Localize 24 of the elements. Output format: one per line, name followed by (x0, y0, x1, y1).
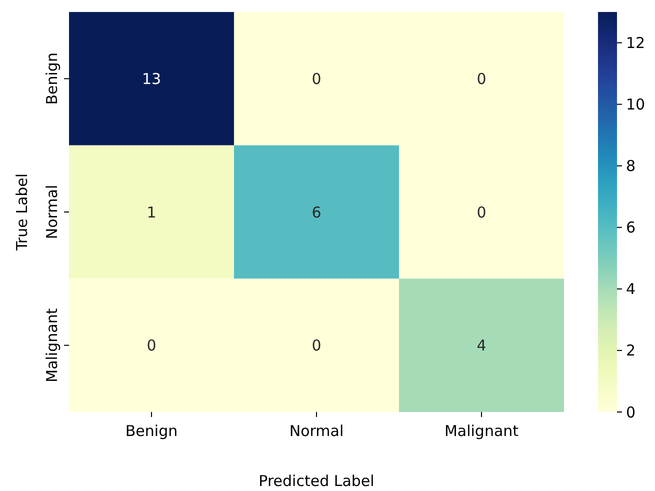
y-tick-label: Normal (43, 184, 61, 240)
color-bar-label: 10 (626, 96, 646, 114)
x-tick-label: Malignant (444, 422, 519, 440)
data-label: 6 (312, 203, 322, 222)
x-tick-label: Benign (125, 422, 178, 440)
data-label: 1 (146, 203, 156, 222)
data-label: 0 (476, 203, 486, 222)
color-bar-label: 4 (626, 280, 636, 298)
data-label: 4 (476, 336, 486, 355)
data-label: 13 (142, 70, 162, 88)
data-label: 0 (312, 70, 322, 88)
y-tick-label: Benign (43, 52, 61, 105)
data-label: 0 (146, 336, 156, 355)
y-tick-label: Malignant (43, 308, 61, 382)
x-axis-title: Predicted Label (258, 472, 374, 490)
color-bar-label: 6 (626, 218, 636, 237)
data-label: 0 (312, 336, 322, 355)
data-label: 0 (476, 70, 486, 88)
color-bar-label: 0 (626, 403, 636, 422)
color-bar-label: 2 (626, 342, 636, 360)
x-tick-label: Normal (289, 422, 344, 440)
color-bar-label: 12 (626, 34, 646, 52)
color-bar-label: 8 (626, 157, 636, 176)
y-axis-title: True Label (13, 173, 31, 252)
